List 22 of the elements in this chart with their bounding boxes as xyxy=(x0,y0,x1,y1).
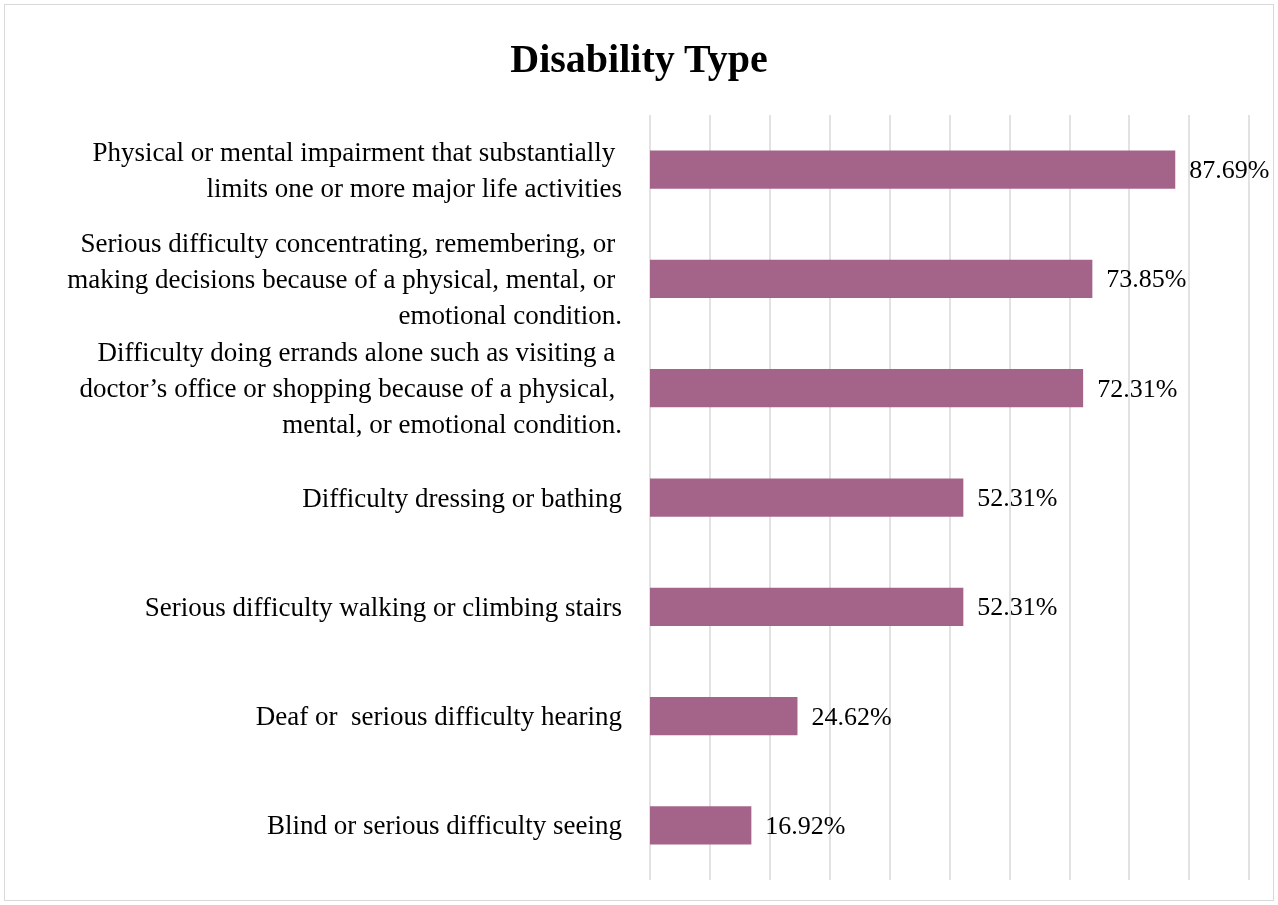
data-label: 72.31% xyxy=(1097,373,1178,403)
bar xyxy=(650,369,1084,408)
data-label: 52.31% xyxy=(977,592,1058,622)
bar xyxy=(650,696,798,736)
bar xyxy=(650,259,1093,299)
bar xyxy=(650,587,964,626)
data-label: 52.31% xyxy=(977,483,1058,512)
y-tick-label: Physical or mental impairment that substantially limits one or more major life activities xyxy=(92,136,622,203)
y-tick-label: Serious difficulty concentrating, remembering, or making decisions because of a physical, mental, or emotional condition. xyxy=(67,227,622,330)
y-tick-label: Serious difficulty walking or climbing stairs xyxy=(144,591,622,622)
bar xyxy=(650,150,1176,189)
data-label: 16.92% xyxy=(765,810,846,840)
chart-title: Disability Type xyxy=(510,35,768,81)
data-label: 24.62% xyxy=(811,701,892,731)
y-tick-label: Difficulty doing errands alone such as visiting a doctor’s office or shopping because of a physical, mental, or emotional condition. xyxy=(79,337,622,440)
y-tick-label: Difficulty dressing or bathing xyxy=(302,482,622,513)
data-label: 73.85% xyxy=(1106,264,1187,294)
data-label: 87.69% xyxy=(1189,155,1270,185)
y-tick-label: Blind or serious difficulty seeing xyxy=(267,810,622,841)
bar xyxy=(650,806,752,845)
bar xyxy=(650,478,964,517)
y-tick-label: Deaf or serious difficulty hearing xyxy=(255,701,622,732)
